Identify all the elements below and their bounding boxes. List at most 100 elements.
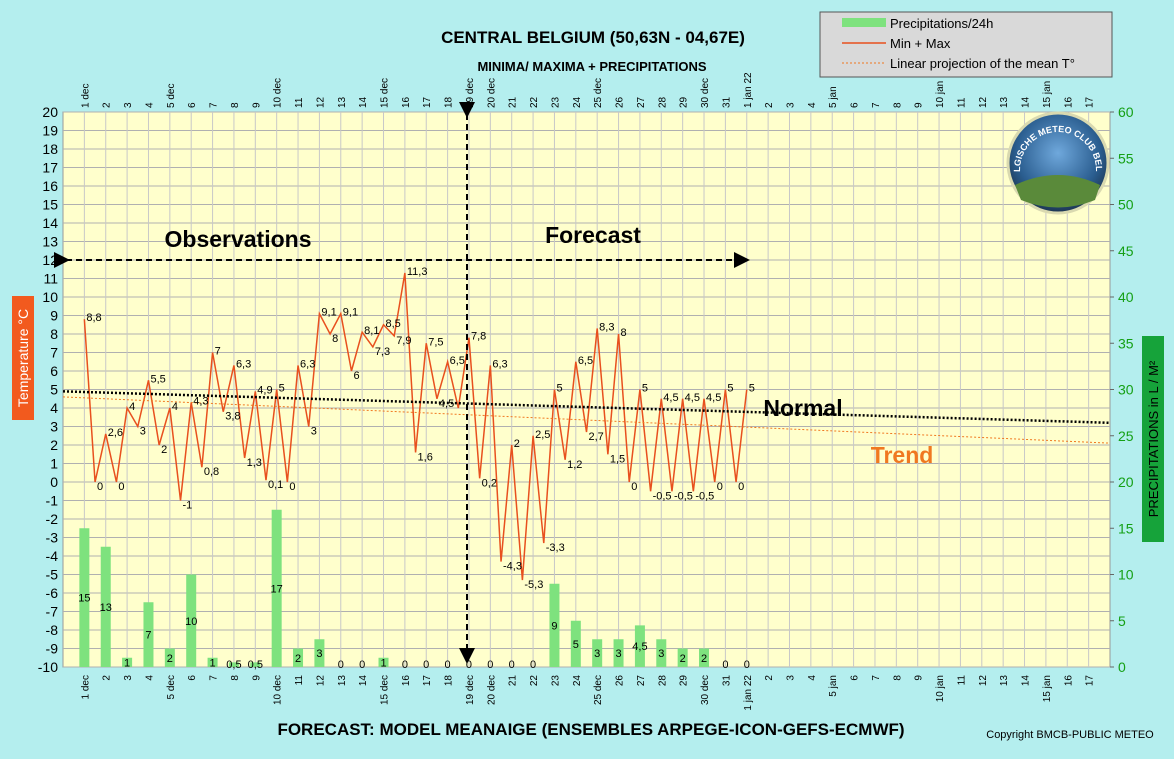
point-label: -4,3 [503,561,522,573]
bar-label: 0 [487,659,493,671]
y-tick-label: -2 [46,511,59,527]
bar-label: 17 [271,583,283,595]
y-tick-label: -3 [46,530,59,546]
bar [293,648,304,667]
x-tick-label-top: 19 dec [465,78,476,108]
x-tick-label: 4 [144,675,155,681]
x-tick-label-top: 5 jan [828,86,839,108]
x-tick-label: 13 [337,675,348,687]
x-tick-label: 16 [401,675,412,687]
y2-tick-label: 20 [1118,474,1134,490]
y-tick-label: 5 [50,382,58,398]
point-label: 4,5 [706,392,721,404]
legend-label: Precipitations/24h [890,16,993,31]
bar [207,657,218,667]
x-tick-label-top: 8 [892,102,903,108]
y2-tick-label: 25 [1118,428,1134,444]
bar [699,648,710,667]
y2-tick-label: 5 [1118,613,1126,629]
x-tick-label: 27 [636,675,647,687]
point-label: 4 [172,401,178,413]
x-tick-label-top: 4 [144,102,155,108]
y-tick-label: -5 [46,567,59,583]
x-tick-label: 11 [294,675,305,686]
copyright: Copyright BMCB-PUBLIC METEO [986,729,1154,741]
x-tick-label-top: 2 [102,102,113,108]
x-tick-label: 1 jan 22 [743,675,754,711]
bar [122,657,133,667]
x-tick-label: 14 [1021,675,1032,687]
x-tick-label-top: 27 [636,96,647,108]
y-tick-label: 9 [50,308,58,324]
point-label: 2 [161,444,167,456]
x-tick-label: 3 [785,675,796,681]
x-tick-label-top: 20 dec [486,78,497,108]
bar [634,625,645,667]
point-label: 8,5 [386,318,401,330]
bar-label: 0 [423,659,429,671]
point-label: -3,3 [546,542,565,554]
point-label: 5,5 [150,373,165,385]
bar-label: 13 [100,602,112,614]
x-tick-label: 7 [209,675,220,681]
chart-title: CENTRAL BELGIUM (50,63N - 04,67E) [441,28,745,47]
x-tick-label: 3 [123,675,134,681]
y-tick-label: -6 [46,585,59,601]
bar-label: 0 [359,659,365,671]
bar-label: 10 [185,616,197,628]
y2-tick-label: 55 [1118,150,1134,166]
y2-tick-label: 40 [1118,289,1134,305]
x-tick-label-top: 10 jan [935,81,946,108]
point-label: 6,5 [578,355,593,367]
point-label: 0,1 [268,479,283,491]
x-tick-label: 12 [978,675,989,687]
annotation: Forecast [545,222,641,248]
x-tick-label-top: 6 [850,102,861,108]
bar-label: 5 [573,639,579,651]
x-tick-label: 8 [892,675,903,681]
x-tick-label: 24 [572,675,583,687]
point-label: 8,3 [599,321,614,333]
series-label: Normal [763,395,842,421]
y-tick-label: -7 [46,604,59,620]
bar-label: 0 [338,659,344,671]
point-label: 2,6 [108,427,123,439]
point-label: -1 [183,500,193,512]
x-tick-label: 2 [102,675,113,681]
x-tick-label: 12 [315,675,326,687]
bar [250,662,261,667]
x-tick-label: 6 [187,675,198,681]
x-tick-label: 2 [764,675,775,681]
point-label: 4,9 [257,384,272,396]
y2-tick-label: 50 [1118,197,1134,213]
x-tick-label-top: 24 [572,96,583,108]
y2-tick-label: 30 [1118,382,1134,398]
y2-axis-title-box [1142,336,1164,542]
x-tick-label-top: 23 [550,96,561,108]
point-label: 0,2 [482,477,497,489]
bar [271,509,282,667]
bar-label: 3 [658,648,664,660]
x-tick-label-top: 8 [230,102,241,108]
x-tick-label: 29 [679,675,690,687]
x-tick-label-top: 4 [807,102,818,108]
x-tick-label: 15 dec [380,675,391,705]
x-tick-label-top: 13 [999,96,1010,108]
x-tick-label: 23 [550,675,561,687]
x-tick-label: 18 [444,675,455,687]
x-tick-label: 28 [657,675,668,687]
chart-subtitle: MINIMA/ MAXIMA + PRECIPITATIONS [477,59,706,74]
legend-items: Precipitations/24h Min + Max Linear projec… [842,16,1075,71]
x-tick-label: 19 dec [465,675,476,705]
bar-label: 0 [445,659,451,671]
point-label: 9,1 [343,307,358,319]
y-tick-label: 11 [43,271,58,287]
bar-label: 3 [316,648,322,660]
x-tick-label-top: 18 [444,96,455,108]
y-tick-label: 0 [50,474,58,490]
bar-label: 0 [466,659,472,671]
x-tick-label-top: 9 [251,102,262,108]
point-label: 0,8 [204,466,219,478]
y-axis-title: Temperature °C [15,309,31,407]
